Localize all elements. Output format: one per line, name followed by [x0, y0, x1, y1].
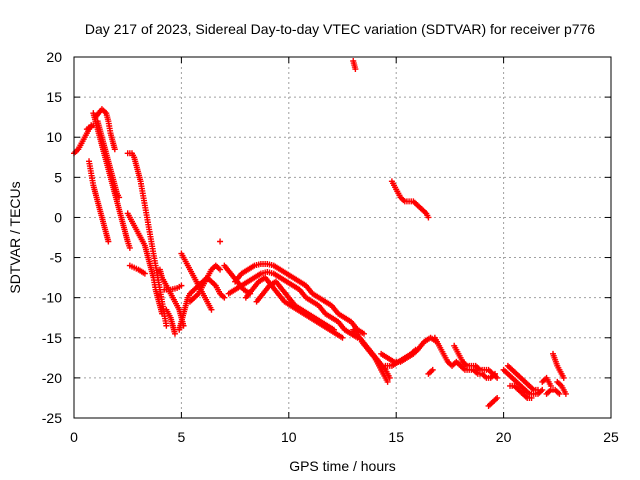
y-tick-label: -20 — [42, 370, 62, 386]
y-tick-label: -5 — [50, 250, 63, 266]
data-point — [105, 238, 112, 245]
x-axis-label: GPS time / hours — [289, 458, 396, 474]
y-tick-label: -15 — [42, 330, 62, 346]
data-point — [330, 326, 337, 333]
data-point — [116, 194, 123, 201]
x-tick-label: 5 — [178, 429, 186, 445]
y-tick-label: 0 — [54, 209, 62, 225]
data-point — [562, 390, 569, 397]
data-point — [208, 306, 215, 313]
data-point — [126, 244, 133, 251]
y-tick-label: -10 — [42, 290, 62, 306]
data-point — [178, 282, 185, 289]
data-point — [412, 346, 419, 353]
data-point — [217, 266, 224, 273]
y-tick-label: 5 — [54, 169, 62, 185]
y-axis-label: SDTVAR / TECUs — [7, 181, 23, 293]
data-point — [560, 374, 567, 381]
data-point — [217, 238, 224, 245]
axis-ticks: 0 5 10 15 20 25 -25 -20 -15 -10 -5 0 5 10 15 20 — [42, 49, 619, 445]
data-point — [360, 330, 367, 337]
data-point — [494, 394, 501, 401]
data-point — [111, 146, 118, 153]
x-tick-label: 10 — [281, 429, 297, 445]
data-point — [528, 394, 535, 401]
x-tick-label: 0 — [70, 429, 78, 445]
data-point — [171, 330, 178, 337]
y-tick-label: -25 — [42, 410, 62, 426]
data-points — [71, 58, 569, 409]
data-point — [221, 294, 228, 301]
data-point — [163, 322, 170, 329]
x-tick-label: 20 — [496, 429, 512, 445]
data-point — [352, 66, 359, 73]
data-point — [425, 214, 432, 221]
x-tick-label: 25 — [603, 429, 619, 445]
data-point — [429, 366, 436, 373]
data-point — [141, 270, 148, 277]
data-point — [556, 390, 563, 397]
y-tick-label: 15 — [46, 89, 62, 105]
grid-lines — [74, 57, 611, 418]
plot-frame — [73, 56, 612, 419]
data-point — [159, 310, 166, 317]
chart-title: Day 217 of 2023, Sidereal Day-to-day VTE… — [85, 21, 595, 37]
y-tick-label: 20 — [46, 49, 62, 65]
data-point — [494, 374, 501, 381]
data-point — [534, 386, 541, 393]
data-point — [339, 334, 346, 341]
y-tick-label: 10 — [46, 129, 62, 145]
data-point — [384, 378, 391, 385]
x-tick-label: 15 — [388, 429, 404, 445]
